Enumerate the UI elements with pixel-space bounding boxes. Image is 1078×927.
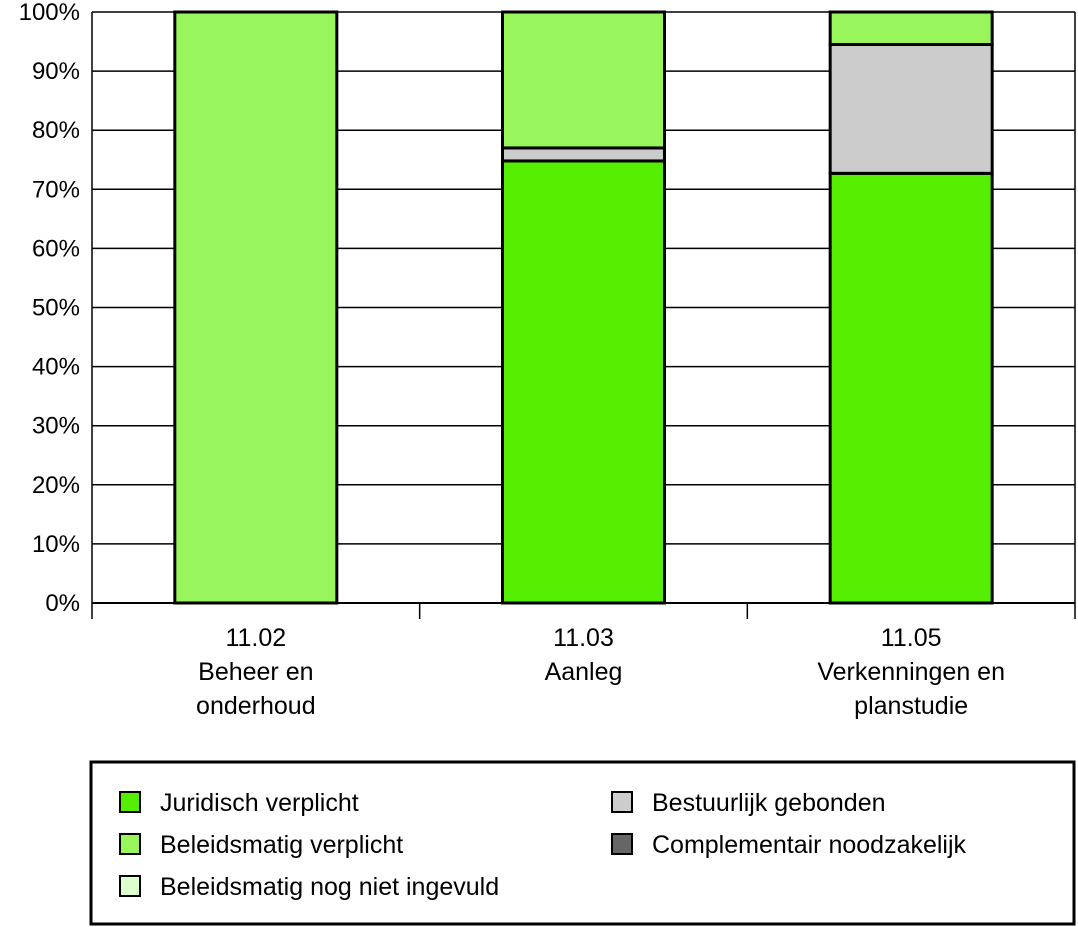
x-category-label: 11.05	[881, 624, 942, 652]
y-axis-tick-labels: 0% 10% 20% 30% 40% 50% 60% 70% 80% 90% 100%	[19, 0, 80, 617]
x-axis-category-labels: 11.02 Beheer en onderhoud 11.03 Aanleg 11.05 V…	[196, 624, 1005, 720]
y-tick-label: 0%	[45, 590, 80, 617]
x-category-label: 11.02	[225, 624, 286, 652]
x-category-label: Beheer en	[198, 658, 313, 686]
y-tick-label: 90%	[32, 58, 80, 85]
bar-segment	[501, 159, 666, 605]
x-category-label: Verkenningen en	[817, 658, 1005, 686]
y-tick-label: 40%	[32, 354, 80, 381]
y-tick-label: 10%	[32, 531, 80, 558]
y-tick-label: 60%	[32, 235, 80, 262]
legend-swatch	[119, 791, 141, 813]
legend: Juridisch verplicht Bestuurlijk gebonden B…	[89, 760, 1076, 926]
bar-segment	[828, 10, 994, 47]
y-tick-label: 50%	[32, 295, 80, 322]
legend-label: Beleidsmatig verplicht	[160, 831, 403, 859]
legend-swatch	[119, 875, 141, 897]
x-category-label: planstudie	[854, 692, 968, 720]
x-axis	[91, 12, 1076, 619]
bars	[173, 10, 994, 605]
legend-box	[89, 760, 1076, 926]
y-tick-label: 20%	[32, 472, 80, 499]
bar-segment	[828, 171, 994, 605]
legend-label: Complementair noodzakelijk	[652, 831, 967, 859]
x-category-label: 11.03	[553, 624, 614, 652]
legend-label: Bestuurlijk gebonden	[652, 789, 886, 817]
legend-swatch	[119, 833, 141, 855]
bar-segment	[173, 10, 339, 605]
legend-swatch	[611, 791, 633, 813]
x-category-label: onderhoud	[196, 692, 316, 720]
bar-segment	[501, 146, 666, 163]
y-tick-label: 70%	[32, 176, 80, 203]
y-tick-label: 80%	[32, 117, 80, 144]
y-tick-label: 100%	[19, 0, 80, 26]
x-category-label: Aanleg	[545, 658, 623, 686]
bar-segment	[828, 43, 994, 175]
legend-swatch	[611, 833, 633, 855]
legend-label: Juridisch verplicht	[160, 789, 359, 817]
bar-segment	[501, 10, 666, 150]
legend-label: Beleidsmatig nog niet ingevuld	[160, 873, 499, 901]
y-tick-label: 30%	[32, 413, 80, 440]
